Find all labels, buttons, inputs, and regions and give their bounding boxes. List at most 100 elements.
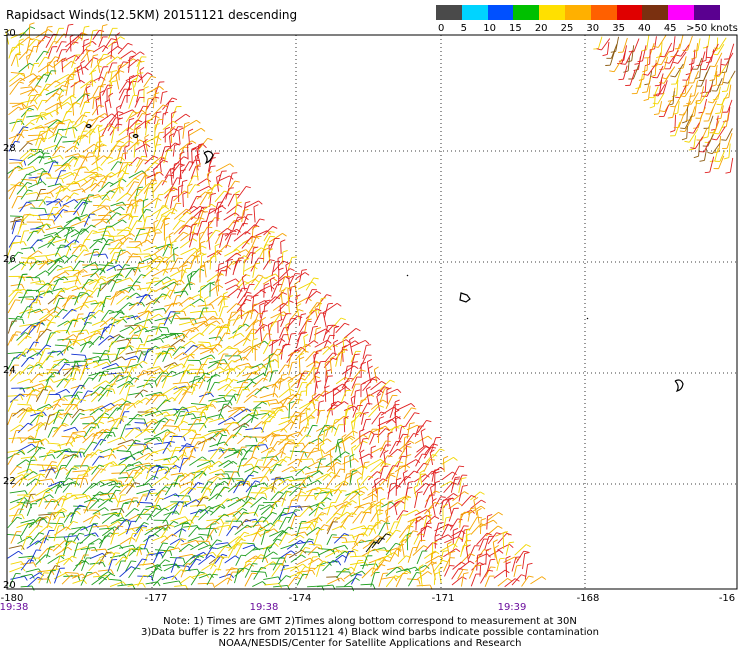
wind-barb xyxy=(118,344,135,356)
wind-barb xyxy=(38,355,54,369)
wind-barb xyxy=(260,561,278,571)
wind-barb xyxy=(169,283,182,299)
wind-barb xyxy=(326,560,342,566)
wind-barb xyxy=(154,81,165,95)
wind-barb xyxy=(125,482,140,495)
wind-barb xyxy=(199,354,216,361)
wind-barb xyxy=(466,527,472,542)
wind-barb xyxy=(187,142,193,160)
wind-barb xyxy=(252,218,265,231)
wind-barb xyxy=(181,455,196,466)
wind-barb xyxy=(124,358,136,374)
wind-barb xyxy=(9,120,25,126)
wind-barb xyxy=(227,193,240,207)
wind-barb xyxy=(217,170,227,186)
wind-barb xyxy=(709,52,723,67)
wind-barb xyxy=(19,364,35,376)
wind-barb xyxy=(46,546,55,558)
wind-barb xyxy=(145,97,154,115)
wind-barb xyxy=(26,221,45,227)
wind-barb xyxy=(236,519,251,530)
wind-barb xyxy=(154,276,172,287)
wind-barb xyxy=(106,212,122,224)
wind-barb xyxy=(152,352,165,367)
wind-barb xyxy=(492,539,498,558)
wind-barb xyxy=(696,72,708,87)
wind-barb xyxy=(189,456,207,466)
islet-2 xyxy=(132,133,139,139)
wind-barb xyxy=(307,461,323,468)
wind-barb xyxy=(11,102,27,108)
wind-barb xyxy=(54,516,65,531)
wind-barb xyxy=(125,350,144,355)
wind-barb xyxy=(35,414,45,427)
wind-barb xyxy=(325,369,332,383)
wind-barb xyxy=(76,64,82,83)
wind-barb xyxy=(242,456,258,467)
wind-barb xyxy=(62,158,79,171)
wind-barb xyxy=(56,89,68,102)
wind-barb xyxy=(216,244,232,256)
wind-barb xyxy=(8,140,20,152)
wind-barb xyxy=(56,454,71,469)
wind-barb xyxy=(30,207,47,214)
wind-barb xyxy=(35,29,53,39)
legend-swatch xyxy=(642,5,669,20)
wind-barb xyxy=(315,473,332,481)
wind-barb xyxy=(358,437,369,453)
wind-barb xyxy=(126,88,133,103)
wind-barb xyxy=(79,296,94,311)
wind-barb xyxy=(144,451,159,461)
wind-barb xyxy=(618,65,628,81)
wind-barb xyxy=(79,340,95,347)
wind-barb xyxy=(682,35,693,51)
wind-barb xyxy=(264,583,282,589)
wind-barb xyxy=(264,551,278,559)
wind-barb xyxy=(250,492,268,499)
wind-barb xyxy=(701,57,712,71)
wind-barb xyxy=(297,452,309,467)
wind-barb xyxy=(174,231,189,242)
wind-barb xyxy=(144,113,151,129)
wind-barb xyxy=(99,535,111,549)
islet-3 xyxy=(406,274,409,277)
wind-barb xyxy=(377,512,383,529)
wind-barb xyxy=(17,422,33,434)
wind-barb xyxy=(63,403,78,417)
wind-barb xyxy=(389,440,402,455)
wind-barb xyxy=(305,517,323,524)
wind-barb xyxy=(153,417,170,425)
wind-barb xyxy=(468,564,481,579)
wind-barb xyxy=(34,74,49,88)
wind-barb xyxy=(92,455,105,466)
wind-barb xyxy=(118,502,129,517)
wind-barb xyxy=(80,377,94,390)
wind-barb xyxy=(370,425,390,434)
wind-barb xyxy=(214,553,228,564)
wind-barb xyxy=(280,397,293,409)
wind-barb xyxy=(89,405,107,412)
wind-barb xyxy=(17,348,32,360)
wind-barb xyxy=(115,277,134,284)
wind-barb xyxy=(151,269,169,277)
island-east xyxy=(674,379,684,392)
wind-barb xyxy=(278,533,291,546)
wind-barb xyxy=(253,204,259,223)
wind-barb xyxy=(438,566,444,584)
wind-barb xyxy=(203,260,209,278)
wind-barb xyxy=(485,566,496,578)
wind-barb xyxy=(8,185,22,200)
wind-barb xyxy=(225,368,236,382)
wind-barb xyxy=(110,525,124,538)
wind-barb xyxy=(287,499,297,514)
wind-barb xyxy=(26,341,39,354)
wind-barb xyxy=(64,121,75,136)
wind-barb xyxy=(116,192,132,203)
wind-barb xyxy=(252,401,267,410)
wind-barb xyxy=(479,563,486,577)
wind-barb xyxy=(182,554,200,567)
wind-barb xyxy=(379,379,395,390)
wind-barb xyxy=(371,547,388,552)
wind-barb xyxy=(217,345,234,355)
wind-barb xyxy=(521,575,534,587)
